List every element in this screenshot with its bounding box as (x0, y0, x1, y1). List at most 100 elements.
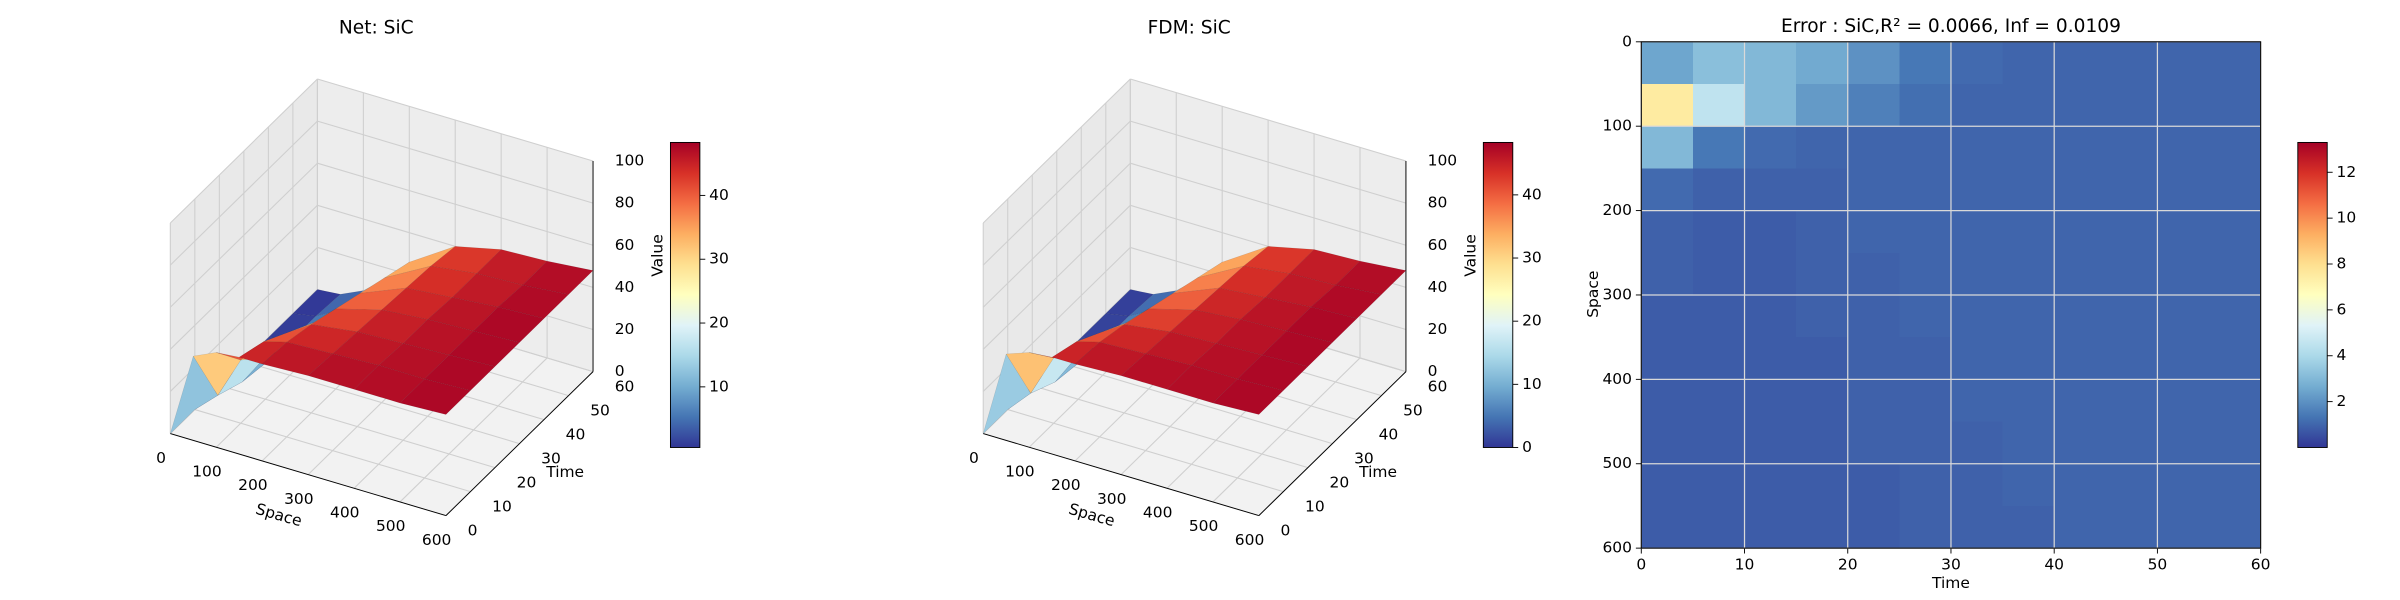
heatmap-cell (1847, 505, 1900, 549)
heatmap-cell (1950, 379, 2004, 423)
z-tick-label: 80 (615, 194, 635, 212)
colorbar-tick-label: 10 (1522, 375, 1542, 393)
heatmap-cell (1641, 252, 1694, 296)
x-tick-label: 0 (969, 449, 979, 467)
heatmap-cell (2105, 41, 2158, 85)
heatmap-cell (1641, 126, 1694, 169)
grid-line (1130, 78, 1407, 162)
y-tick-label: 0 (1622, 32, 1632, 50)
x-tick-label: 10 (1735, 556, 1755, 574)
heatmap-cell (1692, 379, 1745, 423)
heatmap-cell (2105, 337, 2158, 380)
heatmap-cell (2054, 41, 2107, 85)
z-tick-label: 100 (1428, 152, 1458, 170)
colorbar-tick-label: 6 (2337, 300, 2347, 318)
z-tick-label: 0 (615, 362, 625, 380)
heatmap-cell (1692, 210, 1745, 254)
y-tick-label: 500 (1602, 454, 1632, 472)
heatmap-cell (2209, 294, 2262, 338)
heatmap-cell (1950, 210, 2004, 254)
heatmap-cell (2002, 337, 2055, 380)
heatmap-cell (1641, 84, 1694, 127)
heatmap-cell (1847, 463, 1900, 507)
colorbar-tick-label: 20 (709, 314, 729, 332)
heatmap-cell (1847, 252, 1900, 296)
heatmap-cell (1744, 421, 1797, 465)
heatmap-cell (1950, 505, 2004, 549)
heatmap-cell (2002, 210, 2055, 254)
heatmap-cell (1950, 421, 2004, 465)
colorbar-tick-label: 8 (2337, 255, 2347, 273)
z-axis-label: Value (649, 234, 667, 276)
grid-line (1056, 361, 1333, 445)
z-axis-label: Value (1461, 234, 1479, 276)
colorbar-tick-label: 0 (1522, 438, 1532, 456)
heatmap-cell (2209, 126, 2262, 169)
grid-line (1032, 385, 1309, 469)
colorbar (1482, 141, 1514, 448)
heatmap-cell (2209, 379, 2262, 423)
y-tick-label: 20 (517, 474, 537, 492)
heatmap-cell (2209, 463, 2262, 507)
y-tick-label: 20 (1330, 474, 1350, 492)
heatmap-cell (1692, 168, 1745, 212)
colorbar-tick-label: 10 (2337, 209, 2357, 227)
heatmap-cell (2002, 294, 2055, 338)
heatmap-cell (1899, 379, 1952, 423)
heatmap-cell (1796, 210, 1849, 254)
heatmap-cell (2054, 505, 2107, 549)
y-tick-label: 50 (590, 402, 610, 420)
y-tick-label: 50 (1403, 402, 1423, 420)
heatmap-cell (2054, 421, 2107, 465)
heatmap-cell (2002, 41, 2055, 85)
heatmap-cell (2157, 210, 2210, 254)
heatmap-cell (2157, 421, 2210, 465)
heatmap-cell (2002, 463, 2055, 507)
heatmap-cell (1950, 84, 2004, 127)
heatmap-cell (1744, 294, 1797, 338)
heatmap-cell (1641, 294, 1694, 338)
heatmap-cell (2105, 84, 2158, 127)
grid-line (982, 78, 1131, 224)
heatmap-cell (1847, 294, 1900, 338)
heatmap-cell (1950, 126, 2004, 169)
y-tick-label: 0 (1281, 522, 1291, 540)
heatmap-cell (1641, 41, 1694, 85)
heatmap-cell (1899, 168, 1952, 212)
heatmap-cell (1692, 294, 1745, 338)
heatmap-cell (2054, 84, 2107, 127)
heatmap-cell (2157, 379, 2210, 423)
heatmap-cell (2209, 84, 2262, 127)
heatmap-cell (2105, 505, 2158, 549)
z-tick-label: 60 (615, 236, 635, 254)
heatmap-cell (1847, 421, 1900, 465)
heatmap-cell (2157, 505, 2210, 549)
heatmap-cell (1950, 337, 2004, 380)
z-tick-label: 60 (1428, 236, 1448, 254)
heatmap-cell (1692, 84, 1745, 127)
heatmap-cell (1847, 379, 1900, 423)
axis-line (1258, 371, 1407, 516)
grid-line (1130, 162, 1407, 246)
colorbar-tick-label: 20 (1522, 312, 1542, 330)
heatmap-cell (2002, 168, 2055, 212)
heatmap-cell (1744, 210, 1797, 254)
colorbar (2297, 141, 2328, 448)
heatmap-cell (2157, 337, 2210, 380)
x-tick-label: 100 (1005, 463, 1035, 481)
heatmap-cell (1899, 252, 1952, 296)
heatmap-cell (2105, 463, 2158, 507)
heatmap-cell (1641, 337, 1694, 380)
heatmap-cell (1641, 168, 1694, 212)
colorbar-tick-label: 30 (709, 250, 729, 268)
grid-line (219, 385, 496, 469)
heatmap-cell (1641, 210, 1694, 254)
y-axis-label: Time (1358, 463, 1397, 481)
y-tick-label: 200 (1602, 201, 1632, 219)
z-tick-label: 20 (615, 320, 635, 338)
y-tick-label: 30 (1354, 450, 1374, 468)
y-tick-label: 10 (1305, 498, 1325, 516)
heatmap-cell (1641, 463, 1694, 507)
heatmap-cell (2002, 252, 2055, 296)
